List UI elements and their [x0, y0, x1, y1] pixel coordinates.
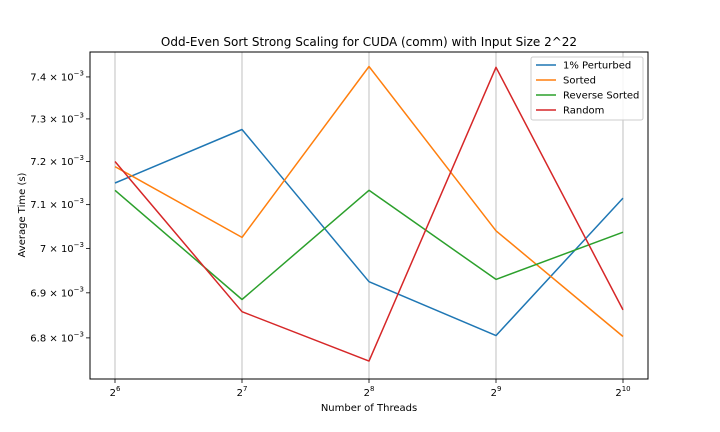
y-tick-label: 6.9 × 10−3	[30, 285, 84, 299]
legend: 1% Perturbed Sorted Reverse Sorted Random	[530, 56, 644, 121]
chart-title: Odd-Even Sort Strong Scaling for CUDA (c…	[161, 35, 577, 49]
x-tick-label: 26	[110, 385, 121, 399]
y-axis-ticks: 6.8 × 10−3 6.9 × 10−3 7 × 10−3 7.1 × 10−3 7.…	[30, 69, 90, 344]
y-tick-label: 7.2 × 10−3	[30, 154, 84, 168]
legend-label: Reverse Sorted	[563, 91, 639, 102]
y-tick-label: 7.4 × 10−3	[30, 69, 84, 83]
y-tick-label: 6.8 × 10−3	[30, 330, 84, 344]
y-tick-label: 7.1 × 10−3	[30, 197, 84, 211]
legend-box	[530, 56, 644, 121]
series-line-1-perturbed	[114, 128, 624, 337]
x-tick-label: 29	[491, 385, 502, 399]
y-axis-label: Average Time (s)	[17, 172, 28, 257]
legend-label: Random	[563, 106, 604, 117]
series-line-reverse-sorted	[114, 189, 624, 301]
legend-label: 1% Perturbed	[563, 61, 631, 72]
series-line-sorted	[114, 65, 624, 338]
x-tick-label: 27	[237, 385, 248, 399]
legend-label: Sorted	[563, 76, 596, 87]
x-axis-label: Number of Threads	[321, 403, 417, 414]
series-lines	[114, 65, 624, 362]
series-line-random	[114, 66, 624, 362]
x-tick-label: 210	[615, 385, 630, 399]
x-tick-label: 28	[364, 385, 375, 399]
y-tick-label: 7 × 10−3	[40, 241, 84, 255]
y-tick-label: 7.3 × 10−3	[30, 111, 84, 125]
x-axis-ticks: 26 27 28 29 210	[110, 379, 631, 399]
